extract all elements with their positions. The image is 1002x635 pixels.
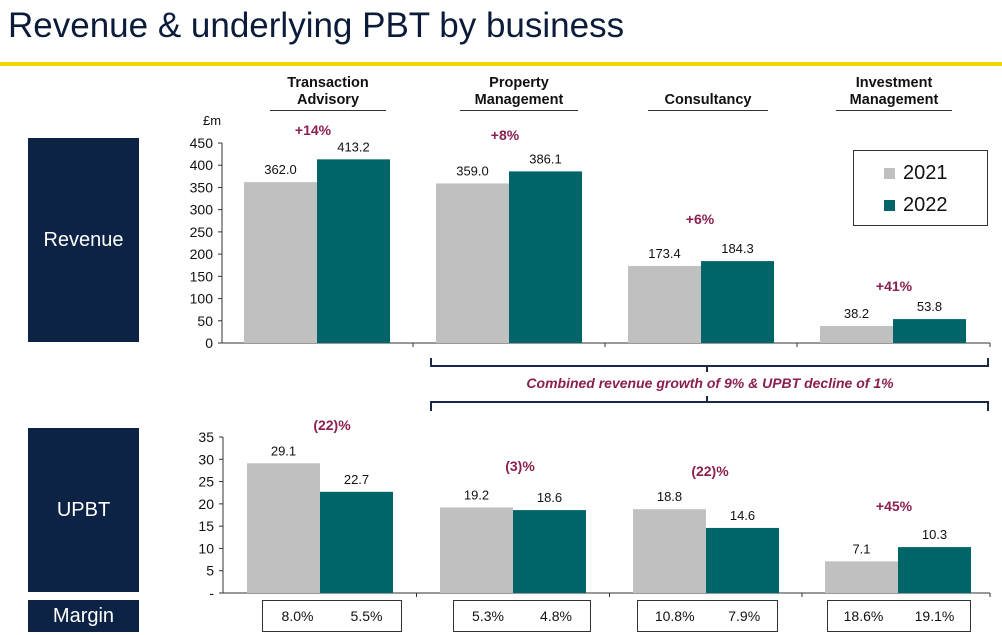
revenue-bar-2021-property-management xyxy=(436,183,509,343)
margin-box-consultancy: 10.8% 7.9% xyxy=(637,600,778,632)
margin-2021-consultancy: 10.8% xyxy=(654,608,695,624)
margin-2022-property-management: 4.8% xyxy=(540,608,572,624)
margin-2021-transaction-advisory: 8.0% xyxy=(281,608,314,624)
revenue-bar-2021-investment-management xyxy=(820,326,893,343)
legend-swatch-2022 xyxy=(884,199,895,211)
upbt-growth-label-investment-management: +45% xyxy=(876,498,913,514)
upbt-bar-2021-consultancy xyxy=(633,509,706,593)
revenue-bar-2022-consultancy xyxy=(701,261,774,343)
legend-label-2021: 2021 xyxy=(903,161,948,184)
page-title: Revenue & underlying PBT by business xyxy=(8,6,625,45)
revenue-data-label-2021-transaction-advisory: 362.0 xyxy=(264,162,297,177)
revenue-bar-2021-transaction-advisory xyxy=(244,182,317,343)
revenue-data-label-2022-investment-management: 53.8 xyxy=(917,299,942,314)
revenue-growth-label-transaction-advisory: +14% xyxy=(295,122,332,138)
revenue-growth-label-consultancy: +6% xyxy=(686,211,715,227)
upbt-growth-label-consultancy: (22)% xyxy=(691,463,729,479)
margin-box-transaction-advisory: 8.0% 5.5% xyxy=(262,600,402,632)
category-header-consultancy: Consultancy xyxy=(648,92,768,111)
legend-item-2021: 2021 xyxy=(884,157,987,189)
title-underline xyxy=(0,62,1002,66)
upbt-data-label-2021-investment-management: 7.1 xyxy=(852,541,870,556)
revenue-y-tick-label-0: 0 xyxy=(205,335,213,351)
upbt-bar-2021-property-management xyxy=(440,507,513,593)
revenue-bar-2022-transaction-advisory xyxy=(317,159,390,343)
revenue-y-tick-label-6: 300 xyxy=(190,202,214,218)
upbt-bar-2022-transaction-advisory xyxy=(320,491,393,593)
revenue-y-tick-label-1: 50 xyxy=(197,313,213,329)
upbt-data-label-2021-transaction-advisory: 29.1 xyxy=(271,443,296,458)
upbt-data-label-2022-transaction-advisory: 22.7 xyxy=(344,472,369,487)
upbt-data-label-2022-investment-management: 10.3 xyxy=(922,527,947,542)
margin-side-label: Margin xyxy=(28,600,139,632)
upbt-bar-2021-investment-management xyxy=(825,561,898,593)
upbt-y-tick-label-1: 5 xyxy=(206,563,214,579)
upbt-y-tick-label-4: 20 xyxy=(198,496,214,512)
upbt-y-tick-label-5: 25 xyxy=(198,474,214,490)
upbt-data-label-2021-consultancy: 18.8 xyxy=(657,489,682,504)
revenue-y-tick-label-7: 350 xyxy=(190,179,214,195)
margin-2022-consultancy: 7.9% xyxy=(728,608,761,624)
upbt-bar-2022-property-management xyxy=(513,510,586,593)
revenue-side-label: Revenue xyxy=(28,138,139,342)
margin-2022-investment-management: 19.1% xyxy=(914,608,955,624)
upbt-bar-2021-transaction-advisory xyxy=(247,463,320,593)
revenue-data-label-2022-transaction-advisory: 413.2 xyxy=(337,139,370,154)
legend-swatch-2021 xyxy=(884,167,895,179)
category-header-property-management: Property Management xyxy=(460,75,578,111)
legend-label-2022: 2022 xyxy=(903,193,948,216)
upbt-y-tick-label-0: - xyxy=(209,585,214,601)
revenue-y-tick-label-3: 150 xyxy=(190,268,214,284)
upbt-data-label-2021-property-management: 19.2 xyxy=(464,487,489,502)
revenue-bar-2021-consultancy xyxy=(628,265,701,343)
upbt-y-tick-label-6: 30 xyxy=(198,451,214,467)
margin-2022-transaction-advisory: 5.5% xyxy=(350,608,383,624)
revenue-unit-label: £m xyxy=(203,113,222,128)
revenue-y-tick-label-5: 250 xyxy=(190,224,214,240)
upbt-growth-label-transaction-advisory: (22)% xyxy=(313,417,351,433)
revenue-y-tick-label-2: 100 xyxy=(190,291,214,307)
upbt-y-tick-label-2: 10 xyxy=(198,540,214,556)
category-header-investment-management: Investment Management xyxy=(836,75,952,111)
revenue-y-tick-label-8: 400 xyxy=(190,157,214,173)
bracket-bottom xyxy=(430,396,989,411)
margin-box-property-management: 5.3% 4.8% xyxy=(453,600,591,632)
upbt-data-label-2022-property-management: 18.6 xyxy=(537,490,562,505)
upbt-side-label: UPBT xyxy=(28,428,139,592)
revenue-data-label-2021-consultancy: 173.4 xyxy=(648,246,681,261)
revenue-bar-2022-property-management xyxy=(509,171,582,343)
revenue-data-label-2022-consultancy: 184.3 xyxy=(721,241,754,256)
combined-growth-note: Combined revenue growth of 9% & UPBT dec… xyxy=(526,375,894,391)
upbt-bar-2022-investment-management xyxy=(898,547,971,593)
upbt-growth-label-property-management: (3)% xyxy=(505,458,535,474)
upbt-bar-2022-consultancy xyxy=(706,527,779,593)
revenue-growth-label-property-management: +8% xyxy=(491,127,520,143)
legend-item-2022: 2022 xyxy=(884,189,987,221)
upbt-data-label-2022-consultancy: 14.6 xyxy=(730,508,755,523)
revenue-data-label-2021-property-management: 359.0 xyxy=(456,163,489,178)
revenue-y-tick-label-9: 450 xyxy=(190,135,214,151)
revenue-growth-label-investment-management: +41% xyxy=(876,278,913,294)
upbt-y-tick-label-7: 35 xyxy=(198,429,214,445)
revenue-bar-2022-investment-management xyxy=(893,319,966,343)
bracket-top xyxy=(430,358,989,372)
upbt-y-tick-label-3: 15 xyxy=(198,518,214,534)
revenue-data-label-2021-investment-management: 38.2 xyxy=(844,306,869,321)
margin-2021-property-management: 5.3% xyxy=(472,608,504,624)
revenue-y-tick-label-4: 200 xyxy=(190,246,214,262)
margin-box-investment-management: 18.6% 19.1% xyxy=(827,600,971,632)
category-header-transaction-advisory: Transaction Advisory xyxy=(270,75,386,111)
margin-2021-investment-management: 18.6% xyxy=(843,608,884,624)
legend: 2021 2022 xyxy=(853,150,988,226)
revenue-data-label-2022-property-management: 386.1 xyxy=(529,151,562,166)
